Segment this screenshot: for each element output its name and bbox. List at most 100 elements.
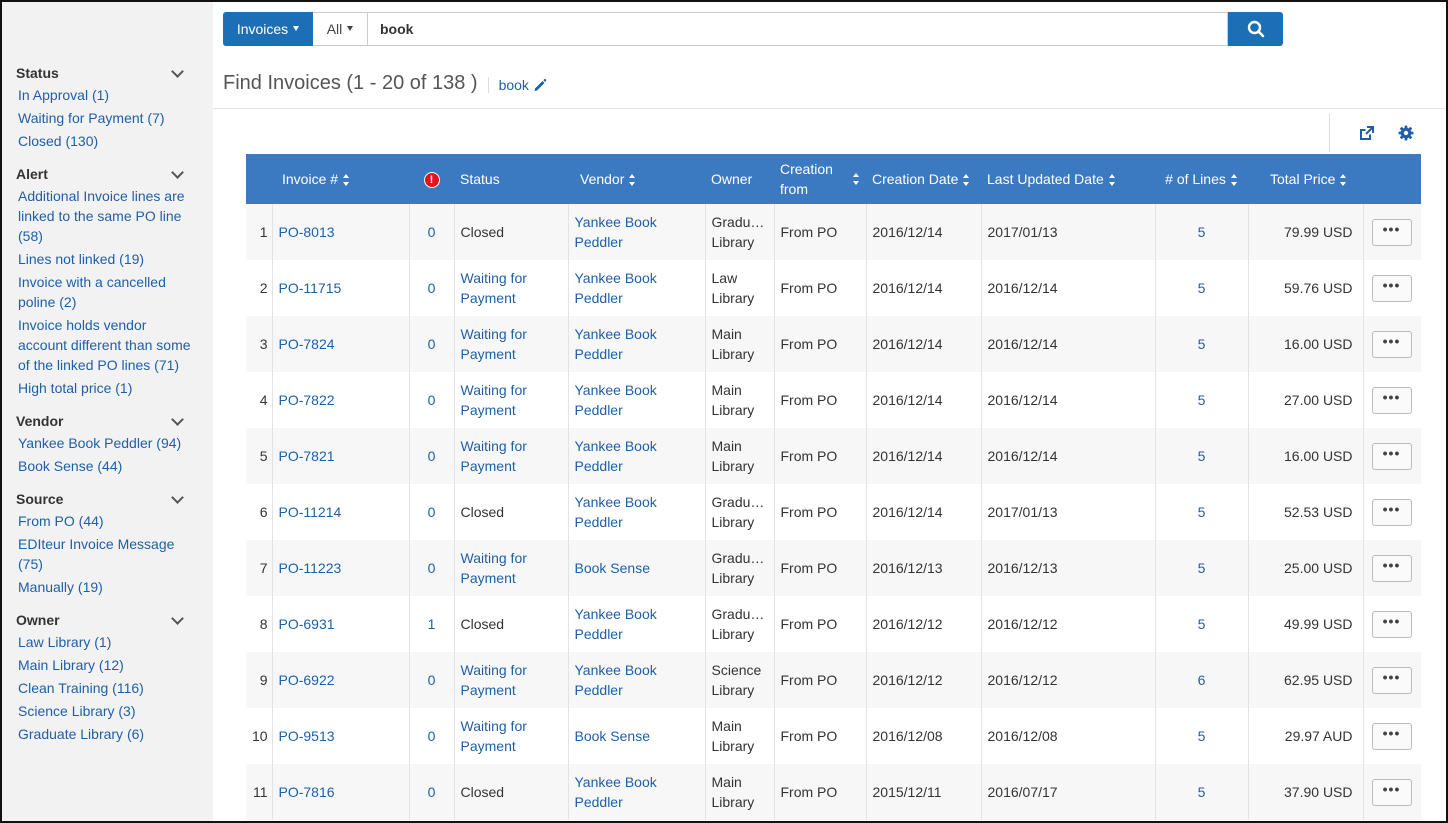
lines-count-link[interactable]: 5 xyxy=(1197,224,1206,240)
status-cell[interactable]: Waiting for Payment xyxy=(460,662,527,698)
export-button[interactable] xyxy=(1350,117,1382,149)
facet-header[interactable]: Alert xyxy=(16,163,197,185)
row-actions-button[interactable]: ••• xyxy=(1371,610,1412,638)
vendor-link[interactable]: Yankee Book Peddler xyxy=(574,382,657,418)
lines-count-link[interactable]: 5 xyxy=(1197,280,1206,296)
row-actions-button[interactable]: ••• xyxy=(1371,386,1412,414)
lines-count-link[interactable]: 5 xyxy=(1197,728,1206,744)
col-last-updated[interactable]: Last Updated Date xyxy=(981,154,1155,204)
facet-item[interactable]: Book Sense (44) xyxy=(18,458,123,474)
query-chip[interactable]: book xyxy=(487,77,547,93)
invoice-link[interactable]: PO-8013 xyxy=(278,224,335,240)
facet-item[interactable]: Law Library (1) xyxy=(18,634,112,650)
lines-count-link[interactable]: 5 xyxy=(1197,616,1206,632)
settings-button[interactable] xyxy=(1390,117,1422,149)
invoice-link[interactable]: PO-7821 xyxy=(278,448,335,464)
col-creation-from[interactable]: Creation from xyxy=(774,154,866,204)
search-scope-dropdown[interactable]: Invoices xyxy=(223,12,313,46)
col-status[interactable]: Status xyxy=(454,154,568,204)
facet-item[interactable]: Waiting for Payment (7) xyxy=(18,110,165,126)
lines-count-link[interactable]: 5 xyxy=(1197,784,1206,800)
invoice-link[interactable]: PO-11223 xyxy=(278,560,342,576)
vendor-link[interactable]: Yankee Book Peddler xyxy=(574,662,657,698)
invoice-link[interactable]: PO-7824 xyxy=(278,336,335,352)
alert-count-link[interactable]: 0 xyxy=(427,392,436,408)
alert-count-link[interactable]: 0 xyxy=(427,224,436,240)
alert-count-link[interactable]: 0 xyxy=(427,448,436,464)
col-total[interactable]: Total Price xyxy=(1248,154,1363,204)
alert-count-link[interactable]: 0 xyxy=(427,336,436,352)
facet-item[interactable]: Clean Training (116) xyxy=(18,680,144,696)
row-actions-button[interactable]: ••• xyxy=(1371,274,1412,302)
invoice-link[interactable]: PO-7822 xyxy=(278,392,335,408)
search-input[interactable] xyxy=(368,12,1228,46)
search-button[interactable] xyxy=(1228,12,1283,46)
row-actions-button[interactable]: ••• xyxy=(1371,330,1412,358)
invoice-link[interactable]: PO-11715 xyxy=(278,280,342,296)
col-vendor[interactable]: Vendor xyxy=(568,154,705,204)
facet-item[interactable]: In Approval (1) xyxy=(18,87,110,103)
vendor-link[interactable]: Yankee Book Peddler xyxy=(574,494,657,530)
vendor-link[interactable]: Yankee Book Peddler xyxy=(574,774,657,810)
row-actions-button[interactable]: ••• xyxy=(1371,498,1412,526)
vendor-link[interactable]: Yankee Book Peddler xyxy=(574,270,657,306)
lines-count-link[interactable]: 5 xyxy=(1197,392,1206,408)
facet-header[interactable]: Owner xyxy=(16,609,197,631)
alert-count-link[interactable]: 0 xyxy=(427,504,436,520)
vendor-link[interactable]: Book Sense xyxy=(574,728,651,744)
row-actions-button[interactable]: ••• xyxy=(1371,722,1412,750)
row-actions-button[interactable]: ••• xyxy=(1371,778,1412,806)
facet-header[interactable]: Source xyxy=(16,488,197,510)
col-owner[interactable]: Owner xyxy=(705,154,774,204)
search-filter-dropdown[interactable]: All xyxy=(313,12,368,46)
vendor-link[interactable]: Yankee Book Peddler xyxy=(574,214,657,250)
lines-count-link[interactable]: 5 xyxy=(1197,336,1206,352)
vendor-link[interactable]: Yankee Book Peddler xyxy=(574,326,657,362)
vendor-link[interactable]: Yankee Book Peddler xyxy=(574,606,657,642)
status-cell[interactable]: Waiting for Payment xyxy=(460,270,527,306)
facet-item[interactable]: Invoice holds vendor account different t… xyxy=(18,317,191,373)
row-actions-button[interactable]: ••• xyxy=(1371,442,1412,470)
col-lines[interactable]: # of Lines xyxy=(1155,154,1248,204)
alert-count-link[interactable]: 0 xyxy=(427,560,436,576)
lines-count-link[interactable]: 6 xyxy=(1197,672,1206,688)
facet-item[interactable]: Yankee Book Peddler (94) xyxy=(18,435,182,451)
vendor-link[interactable]: Book Sense xyxy=(574,560,651,576)
alert-count-link[interactable]: 1 xyxy=(427,616,436,632)
vendor-link[interactable]: Yankee Book Peddler xyxy=(574,438,657,474)
status-cell[interactable]: Waiting for Payment xyxy=(460,382,527,418)
status-cell[interactable]: Waiting for Payment xyxy=(460,326,527,362)
row-actions-button[interactable]: ••• xyxy=(1371,218,1412,246)
facet-header[interactable]: Status xyxy=(16,62,197,84)
row-actions-button[interactable]: ••• xyxy=(1371,666,1412,694)
invoice-link[interactable]: PO-6922 xyxy=(278,672,335,688)
alert-count-link[interactable]: 0 xyxy=(427,728,436,744)
facet-item[interactable]: Main Library (12) xyxy=(18,657,124,673)
col-creation-date[interactable]: Creation Date xyxy=(866,154,981,204)
lines-count-link[interactable]: 5 xyxy=(1197,448,1206,464)
facet-item[interactable]: EDIteur Invoice Message (75) xyxy=(18,536,175,572)
alert-count-link[interactable]: 0 xyxy=(427,672,436,688)
facet-item[interactable]: Invoice with a cancelled poline (2) xyxy=(18,274,166,310)
facet-header[interactable]: Vendor xyxy=(16,410,197,432)
invoice-link[interactable]: PO-9513 xyxy=(278,728,335,744)
status-cell[interactable]: Waiting for Payment xyxy=(460,718,527,754)
facet-item[interactable]: Graduate Library (6) xyxy=(18,726,145,742)
invoice-link[interactable]: PO-11214 xyxy=(278,504,342,520)
invoice-link[interactable]: PO-7816 xyxy=(278,784,335,800)
status-cell[interactable]: Waiting for Payment xyxy=(460,438,527,474)
facet-item[interactable]: Manually (19) xyxy=(18,579,103,595)
col-invoice[interactable]: Invoice # xyxy=(272,154,409,204)
lines-count-link[interactable]: 5 xyxy=(1197,504,1206,520)
facet-item[interactable]: High total price (1) xyxy=(18,380,133,396)
facet-item[interactable]: Additional Invoice lines are linked to t… xyxy=(18,188,185,244)
alert-count-link[interactable]: 0 xyxy=(427,784,436,800)
status-cell[interactable]: Waiting for Payment xyxy=(460,550,527,586)
invoice-link[interactable]: PO-6931 xyxy=(278,616,335,632)
col-alert[interactable]: ! xyxy=(409,154,454,204)
facet-item[interactable]: Science Library (3) xyxy=(18,703,136,719)
alert-count-link[interactable]: 0 xyxy=(427,280,436,296)
facet-item[interactable]: Closed (130) xyxy=(18,133,99,149)
row-actions-button[interactable]: ••• xyxy=(1371,554,1412,582)
facet-item[interactable]: From PO (44) xyxy=(18,513,104,529)
